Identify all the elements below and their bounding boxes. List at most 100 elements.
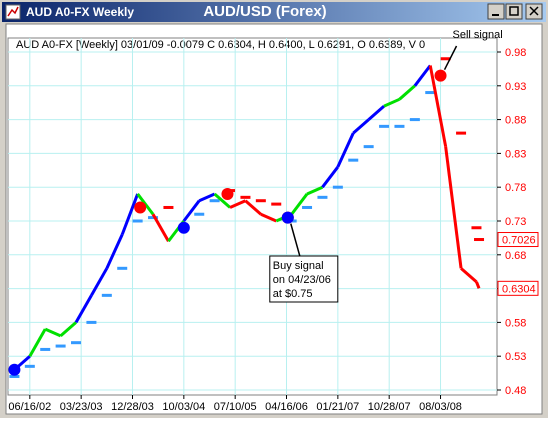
trailing-stop [40, 347, 51, 351]
x-tick-label: 03/23/03 [60, 401, 103, 413]
x-tick-label: 07/10/05 [214, 401, 257, 413]
trailing-stop [332, 185, 343, 189]
signal-marker [134, 201, 147, 214]
price-segment [120, 193, 140, 236]
signal-marker [221, 187, 234, 200]
y-tick-label: 0.73 [505, 216, 526, 228]
trailing-stop [55, 344, 66, 348]
trailing-stop [194, 212, 205, 216]
x-tick-label: 10/28/07 [368, 401, 411, 413]
price-segment [44, 327, 62, 338]
y-tick-label: 0.68 [505, 250, 526, 262]
close-glyph [529, 6, 539, 16]
annotation: Sell signal [453, 29, 503, 41]
trailing-stop [440, 57, 451, 61]
x-tick-label: 06/16/02 [8, 401, 51, 413]
price-segment [306, 185, 324, 196]
y-tick-label: 0.88 [505, 115, 526, 127]
price-tag [497, 232, 539, 248]
plot-border [7, 37, 498, 396]
trailing-stop [255, 199, 266, 203]
price-segment [244, 199, 262, 216]
trailing-stop [363, 145, 374, 149]
trailing-stop [163, 205, 174, 209]
price-segment [398, 84, 416, 101]
trailing-stop [86, 320, 97, 324]
maximize-glyph [509, 6, 519, 16]
app-icon-glyph [7, 6, 19, 17]
price-tag-label: 0.6304 [502, 283, 536, 295]
annotation: Buy signal [273, 260, 324, 272]
price-segment [336, 132, 355, 168]
price-segment [229, 199, 247, 209]
y-tick-label: 0.98 [505, 47, 526, 59]
price-segment [383, 97, 401, 108]
price-segment [413, 64, 432, 87]
annotation: on 04/23/06 [273, 274, 331, 286]
y-tick-label: 0.83 [505, 148, 526, 160]
price-segment [59, 321, 78, 338]
price-segment [290, 193, 309, 216]
price-segment [74, 294, 93, 324]
price-segment [105, 233, 124, 269]
trailing-stop [348, 158, 359, 162]
trailing-stop [302, 205, 313, 209]
trailing-stop [379, 124, 390, 128]
trailing-stop [117, 266, 128, 270]
trailing-stop [425, 91, 436, 95]
trailing-stop [148, 216, 159, 220]
price-segment [182, 199, 201, 222]
trailing-stop [456, 131, 467, 135]
trailing-stop [24, 364, 35, 368]
price-segment [475, 281, 481, 289]
window-title: AUD A0-FX Weekly [26, 5, 134, 19]
price-segment [321, 166, 340, 189]
minimize-button[interactable] [487, 3, 505, 20]
price-segment [444, 146, 463, 269]
price-segment [428, 65, 448, 147]
trailing-stop [9, 374, 20, 378]
trailing-stop [132, 219, 143, 223]
y-tick-label: 0.78 [505, 182, 526, 194]
annotation: at $0.75 [273, 288, 313, 300]
trailing-stop [474, 238, 485, 242]
x-tick-label: 12/28/03 [111, 401, 154, 413]
title-bar [2, 2, 546, 22]
trailing-stop [240, 195, 251, 199]
trailing-stop [409, 118, 420, 122]
trailing-stop [471, 226, 482, 230]
y-tick-label: 0.93 [505, 81, 526, 93]
annotation-box [269, 255, 339, 303]
x-tick-label: 10/03/04 [162, 401, 205, 413]
signal-marker [281, 211, 294, 224]
price-segment [367, 104, 386, 121]
y-tick-label: 0.53 [505, 351, 526, 363]
price-segment [136, 193, 155, 216]
trailing-stop [394, 124, 405, 128]
price-segment [460, 267, 478, 283]
price-segment [198, 192, 216, 203]
price-tag [497, 280, 539, 296]
annotation-arrow [290, 223, 301, 257]
trailing-stop [209, 199, 220, 203]
x-tick-label: 04/16/06 [265, 401, 308, 413]
window-controls [487, 3, 543, 20]
price-segment [151, 213, 170, 243]
price-segment [260, 212, 277, 223]
x-tick-label: 01/21/07 [316, 401, 359, 413]
price-segment [90, 267, 109, 297]
trailing-stop [317, 195, 328, 199]
signal-marker [177, 221, 190, 234]
price-segment [213, 192, 232, 209]
y-tick-label: 0.48 [505, 385, 526, 397]
price-segment [28, 328, 47, 357]
trailing-stop [71, 341, 82, 345]
trailing-stop [101, 293, 112, 297]
x-tick-label: 08/03/08 [419, 401, 462, 413]
price-tag-label: 0.7026 [502, 235, 536, 247]
quote-header: AUD A0-FX [Weekly] 03/01/09 -0.0079 C 0.… [16, 39, 425, 51]
price-segment [352, 118, 370, 135]
trailing-stop [271, 202, 282, 206]
chart-title: AUD/USD (Forex) [203, 3, 326, 20]
